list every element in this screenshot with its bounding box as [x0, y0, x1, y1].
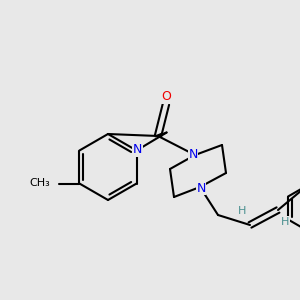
Text: N: N [188, 148, 198, 160]
Text: H: H [238, 206, 246, 216]
Text: N: N [133, 143, 142, 156]
Text: H: H [281, 217, 289, 227]
Text: N: N [196, 182, 206, 194]
Text: O: O [161, 91, 171, 103]
Text: CH₃: CH₃ [30, 178, 50, 188]
